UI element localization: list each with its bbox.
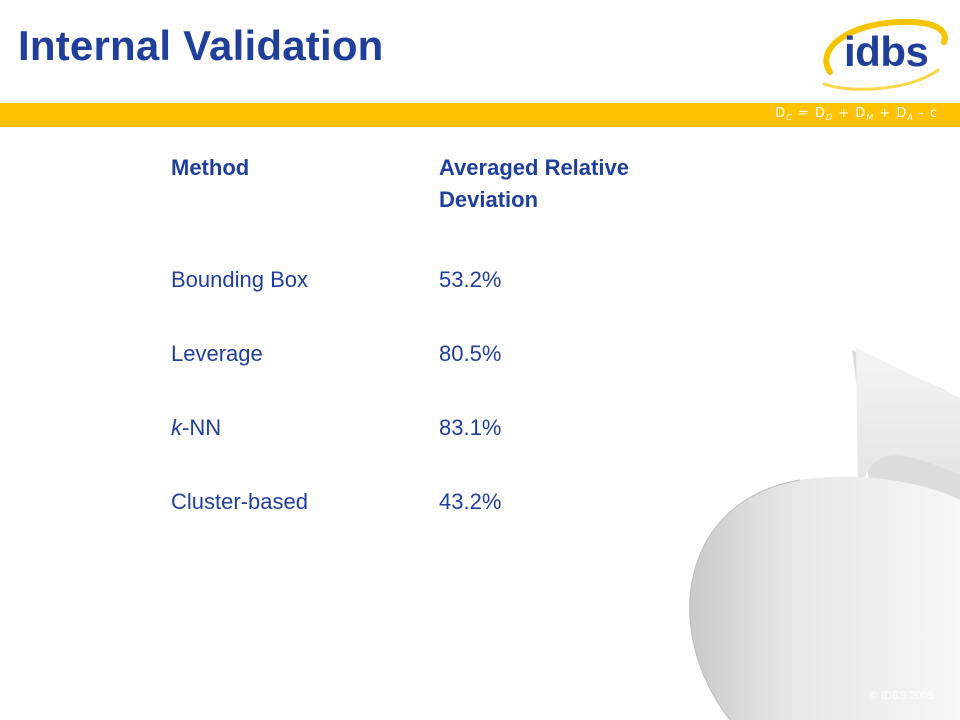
- table-header-row: Method Averaged Relative Deviation: [171, 152, 731, 216]
- row-method: Leverage: [171, 341, 263, 366]
- copyright: © IDBS 2005: [869, 690, 934, 702]
- header-band: [0, 103, 960, 127]
- table-row: Leverage 80.5%: [171, 334, 731, 374]
- row-method: Bounding Box: [171, 267, 308, 292]
- logo-text: idbs: [844, 28, 929, 75]
- row-value: 53.2%: [439, 267, 502, 292]
- row-value: 43.2%: [439, 489, 502, 514]
- header-value: Averaged Relative Deviation: [439, 155, 629, 212]
- row-method-rest: -NN: [182, 415, 222, 440]
- row-method-italic: k: [171, 415, 182, 440]
- formula: DC = DD + DM + DA - c: [775, 106, 938, 122]
- table-row: k-NN 83.1%: [171, 408, 731, 448]
- validation-table: Method Averaged Relative Deviation Bound…: [171, 152, 731, 556]
- row-method: Cluster-based: [171, 489, 308, 514]
- slide-title: Internal Validation: [18, 22, 384, 69]
- row-value: 83.1%: [439, 415, 502, 440]
- idbs-logo: idbs: [812, 14, 950, 98]
- header-method: Method: [171, 155, 250, 180]
- paper-curl-decoration: [689, 348, 960, 720]
- row-method: k-NN: [171, 408, 439, 448]
- table-row: Cluster-based 43.2%: [171, 482, 731, 522]
- row-value: 80.5%: [439, 341, 502, 366]
- logo-swoosh-icon: [822, 18, 948, 91]
- table-row: Bounding Box 53.2%: [171, 260, 731, 300]
